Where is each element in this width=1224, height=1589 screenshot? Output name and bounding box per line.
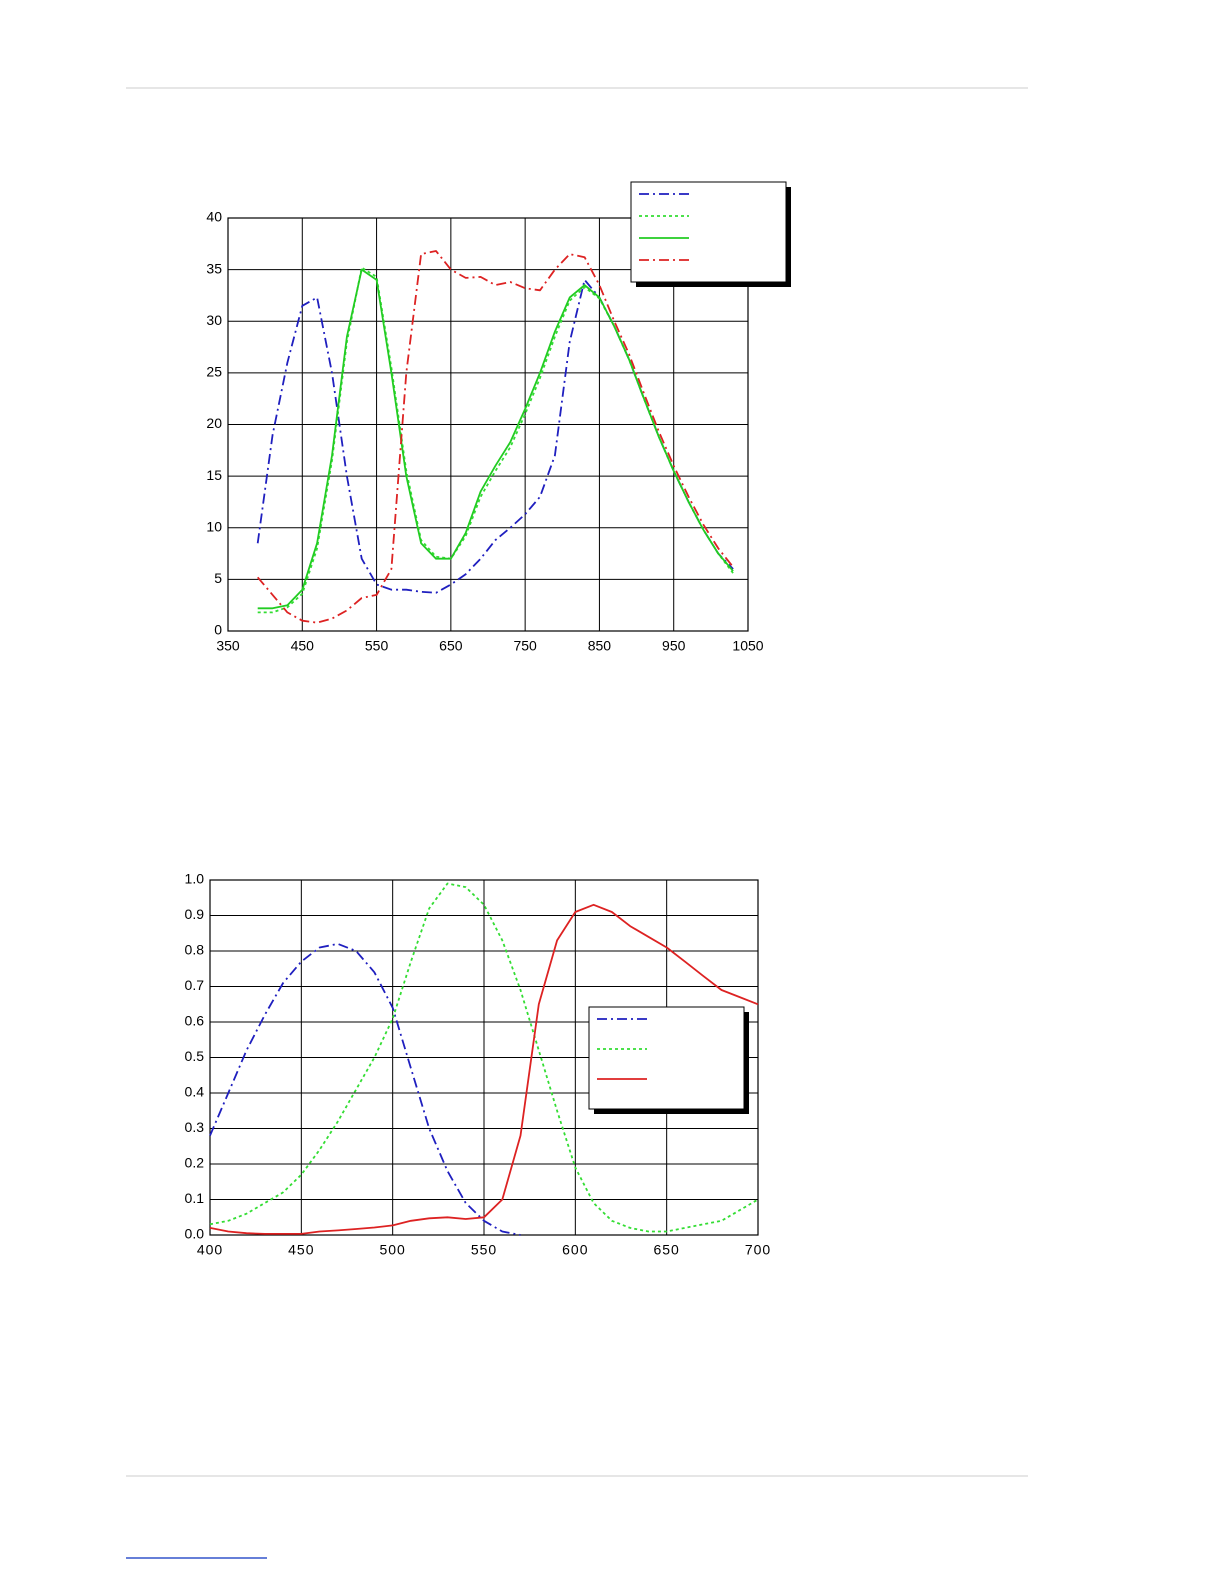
y-tick-label: 0.5 xyxy=(185,1048,205,1064)
x-tick-label: 650 xyxy=(439,638,463,654)
y-tick-label: 25 xyxy=(206,364,222,380)
legend xyxy=(588,1006,745,1110)
x-tick-label: 500 xyxy=(379,1242,405,1258)
series-line xyxy=(209,943,521,1236)
series-line xyxy=(257,268,734,610)
series-line xyxy=(257,250,734,624)
page-edge xyxy=(1208,0,1224,1584)
x-tick-label: 550 xyxy=(365,638,389,654)
x-tick-label: 450 xyxy=(291,638,315,654)
y-tick-label: 0.4 xyxy=(185,1084,205,1100)
x-tick-label: 350 xyxy=(216,638,240,654)
y-tick-label: 0.0 xyxy=(185,1226,205,1242)
x-tick-label: 750 xyxy=(513,638,537,654)
y-tick-label: 5 xyxy=(214,570,222,586)
y-tick-label: 1.0 xyxy=(185,871,205,887)
y-tick-label: 20 xyxy=(206,415,222,431)
y-tick-label: 0.2 xyxy=(185,1155,205,1171)
x-tick-label: 1050 xyxy=(732,638,763,654)
y-tick-label: 35 xyxy=(206,260,222,276)
plot-frame xyxy=(227,217,749,632)
legend xyxy=(630,181,787,283)
y-tick-label: 0.1 xyxy=(185,1190,205,1206)
chart: 0 5 10 15 20 25 30 35 40 350 450 550 650 750 850 950 105… xyxy=(206,181,791,654)
y-tick-label: 0.7 xyxy=(185,977,205,993)
x-tick-label: 400 xyxy=(197,1242,223,1258)
y-tick-label: 0 xyxy=(214,622,222,638)
x-tick-label: 550 xyxy=(471,1242,497,1258)
y-tick-label: 40 xyxy=(206,209,222,225)
series-line xyxy=(209,882,759,1233)
x-tick-label: 650 xyxy=(653,1242,679,1258)
x-tick-label: 850 xyxy=(588,638,612,654)
plot-frame xyxy=(209,879,759,1236)
x-tick-label: 600 xyxy=(562,1242,588,1258)
y-tick-label: 0.6 xyxy=(185,1013,205,1029)
series-line xyxy=(209,903,759,1235)
x-tick-label: 700 xyxy=(745,1242,771,1258)
y-tick-label: 15 xyxy=(206,467,222,483)
y-tick-label: 0.3 xyxy=(185,1119,205,1135)
y-tick-label: 0.8 xyxy=(185,942,205,958)
y-tick-label: 30 xyxy=(206,312,222,328)
y-tick-label: 0.9 xyxy=(185,906,205,922)
y-tick-label: 10 xyxy=(206,518,222,534)
chart: 0.0 0.1 0.2 0.3 0.4 0.5 0.6 0.7 0.8 0.9 1.0 400 450 5… xyxy=(185,871,771,1258)
x-tick-label: 450 xyxy=(288,1242,314,1258)
x-tick-label: 950 xyxy=(662,638,686,654)
